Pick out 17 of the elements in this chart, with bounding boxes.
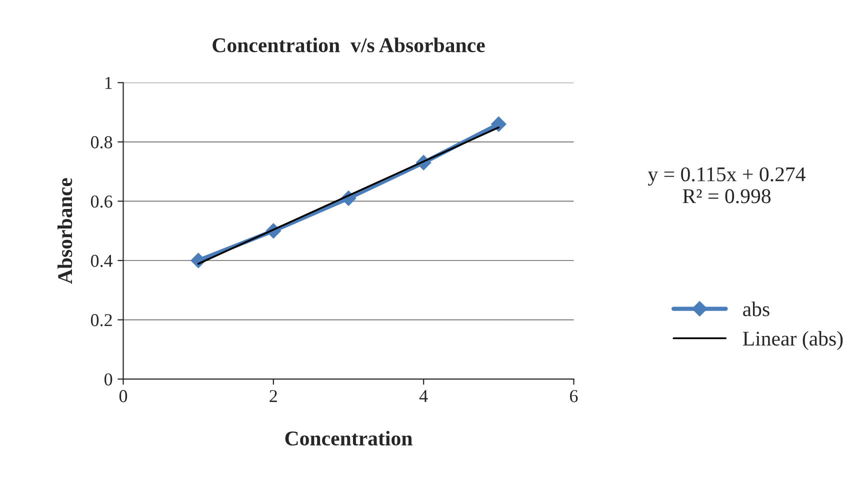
y-tick-label: 0.2	[90, 314, 112, 326]
x-tick-label: 4	[419, 390, 428, 402]
x-tick-label: 0	[119, 390, 128, 402]
x-axis-title: Concentration	[285, 430, 412, 446]
legend-label: Linear (abs)	[742, 331, 843, 350]
text: y = 0.115x + 0.274 R² = 0.998	[648, 167, 806, 204]
y-tick-label: 0	[104, 373, 112, 386]
legend-label: abs	[743, 302, 770, 316]
y-tick-label: 0.6	[90, 195, 112, 208]
y-axis-title: Absorbance	[57, 178, 72, 284]
point	[490, 116, 507, 132]
x-tick-label: 2	[270, 390, 277, 402]
chart-title: Concentration v/s Absorbance	[212, 38, 485, 52]
x-tick-label: 6	[570, 390, 578, 402]
y-tick-label: 0.4	[90, 254, 113, 268]
y-tick-label: 0.8	[90, 136, 112, 148]
y-tick-label: 1	[105, 76, 112, 89]
